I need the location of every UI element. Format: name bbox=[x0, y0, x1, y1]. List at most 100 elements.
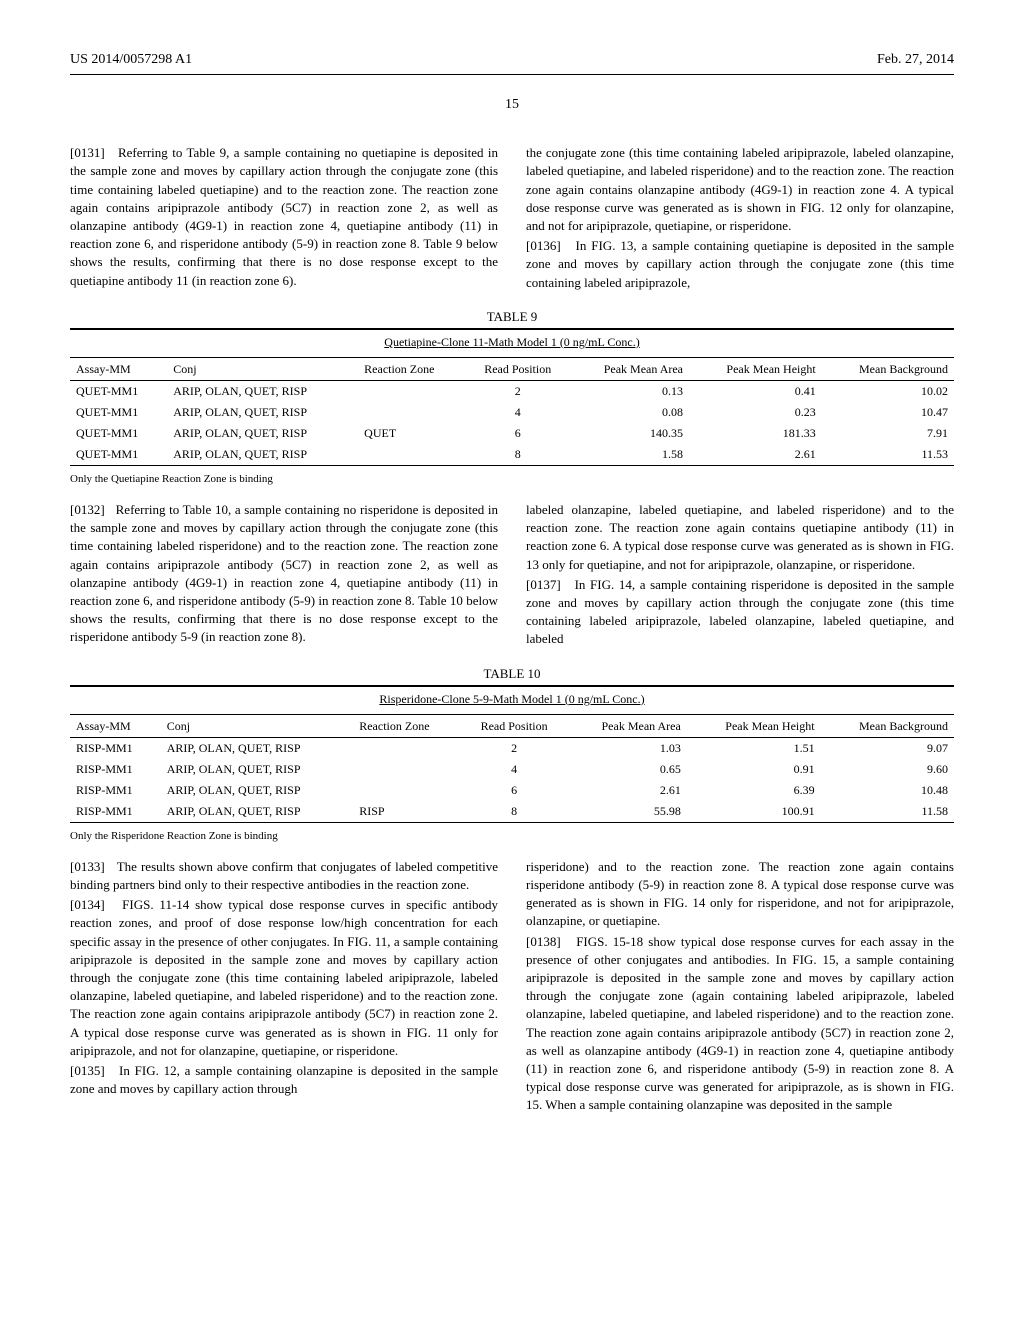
col-rz: Reaction Zone bbox=[353, 714, 462, 738]
text-block-1: [0131] Referring to Table 9, a sample co… bbox=[70, 144, 954, 294]
table-cell: 2 bbox=[462, 738, 566, 759]
para-0134: [0134] FIGS. 11-14 show typical dose res… bbox=[70, 896, 498, 1060]
col-pma: Peak Mean Area bbox=[566, 714, 687, 738]
table-row: RISP-MM1ARIP, OLAN, QUET, RISP 21.031.519… bbox=[70, 738, 954, 759]
text-block-3: [0133] The results shown above confirm t… bbox=[70, 858, 954, 1117]
col-rp: Read Position bbox=[466, 357, 569, 381]
table-cell: 181.33 bbox=[689, 423, 822, 444]
table-cell: 4 bbox=[466, 402, 569, 423]
col-right-1: the conjugate zone (this time containing… bbox=[526, 144, 954, 294]
table-cell: 9.07 bbox=[821, 738, 954, 759]
table-cell: 1.58 bbox=[569, 444, 689, 465]
col-pmh: Peak Mean Height bbox=[687, 714, 821, 738]
table-cell: RISP bbox=[353, 801, 462, 822]
table-cell bbox=[358, 444, 466, 465]
table-cell: QUET-MM1 bbox=[70, 402, 167, 423]
table-10-title: Risperidone-Clone 5-9-Math Model 1 (0 ng… bbox=[70, 691, 954, 708]
col-conj: Conj bbox=[161, 714, 354, 738]
col-rz: Reaction Zone bbox=[358, 357, 466, 381]
table-cell: 11.58 bbox=[821, 801, 954, 822]
table-cell: 0.08 bbox=[569, 402, 689, 423]
col-assay: Assay-MM bbox=[70, 357, 167, 381]
table-10-container: TABLE 10 Risperidone-Clone 5-9-Math Mode… bbox=[70, 665, 954, 844]
table-9-container: TABLE 9 Quetiapine-Clone 11-Math Model 1… bbox=[70, 308, 954, 487]
table-cell: 100.91 bbox=[687, 801, 821, 822]
table-row: QUET-MM1ARIP, OLAN, QUET, RISPQUET6140.3… bbox=[70, 423, 954, 444]
col-mb: Mean Background bbox=[821, 714, 954, 738]
table-cell: ARIP, OLAN, QUET, RISP bbox=[161, 780, 354, 801]
table-cell: RISP-MM1 bbox=[70, 759, 161, 780]
table-cell: 8 bbox=[462, 801, 566, 822]
table-cell: 0.23 bbox=[689, 402, 822, 423]
table-cell: 1.03 bbox=[566, 738, 687, 759]
table-10-label: TABLE 10 bbox=[70, 665, 954, 683]
para-0135: [0135] In FIG. 12, a sample containing o… bbox=[70, 1062, 498, 1098]
table-cell bbox=[353, 780, 462, 801]
table-9: Assay-MM Conj Reaction Zone Read Positio… bbox=[70, 357, 954, 466]
table-cell: 10.47 bbox=[822, 402, 954, 423]
table-cell: 6 bbox=[462, 780, 566, 801]
para-0132: [0132] Referring to Table 10, a sample c… bbox=[70, 501, 498, 647]
table-cell: 0.13 bbox=[569, 381, 689, 402]
para-0131: [0131] Referring to Table 9, a sample co… bbox=[70, 144, 498, 290]
table-cell: 11.53 bbox=[822, 444, 954, 465]
table-cell: 55.98 bbox=[566, 801, 687, 822]
col-pmh: Peak Mean Height bbox=[689, 357, 822, 381]
table-cell bbox=[358, 381, 466, 402]
table-cell: ARIP, OLAN, QUET, RISP bbox=[161, 801, 354, 822]
table-10-note: Only the Risperidone Reaction Zone is bi… bbox=[70, 829, 954, 844]
table-cell: 2.61 bbox=[566, 780, 687, 801]
table-cell: 9.60 bbox=[821, 759, 954, 780]
table-cell: QUET-MM1 bbox=[70, 381, 167, 402]
pub-date: Feb. 27, 2014 bbox=[877, 50, 954, 70]
table-row: QUET-MM1ARIP, OLAN, QUET, RISP81.582.611… bbox=[70, 444, 954, 465]
col-assay: Assay-MM bbox=[70, 714, 161, 738]
col-pma: Peak Mean Area bbox=[569, 357, 689, 381]
table-cell: 0.91 bbox=[687, 759, 821, 780]
table-cell: 10.48 bbox=[821, 780, 954, 801]
table-cell: 10.02 bbox=[822, 381, 954, 402]
table-cell: 0.65 bbox=[566, 759, 687, 780]
col-left-2: [0132] Referring to Table 10, a sample c… bbox=[70, 501, 498, 651]
page-header: US 2014/0057298 A1 Feb. 27, 2014 bbox=[70, 50, 954, 75]
table-row: RISP-MM1ARIP, OLAN, QUET, RISPRISP855.98… bbox=[70, 801, 954, 822]
table-cell: 6 bbox=[466, 423, 569, 444]
para-0136: [0136] In FIG. 13, a sample containing q… bbox=[526, 237, 954, 292]
col-left-1: [0131] Referring to Table 9, a sample co… bbox=[70, 144, 498, 294]
table-cell: 2.61 bbox=[689, 444, 822, 465]
text-block-2: [0132] Referring to Table 10, a sample c… bbox=[70, 501, 954, 651]
table-cell bbox=[353, 759, 462, 780]
table-cell: RISP-MM1 bbox=[70, 738, 161, 759]
table-9-title: Quetiapine-Clone 11-Math Model 1 (0 ng/m… bbox=[70, 334, 954, 351]
table-cell: ARIP, OLAN, QUET, RISP bbox=[161, 738, 354, 759]
table-cell: QUET-MM1 bbox=[70, 423, 167, 444]
table-9-label: TABLE 9 bbox=[70, 308, 954, 326]
para-0138: [0138] FIGS. 15-18 show typical dose res… bbox=[526, 933, 954, 1115]
table-row: RISP-MM1ARIP, OLAN, QUET, RISP40.650.919… bbox=[70, 759, 954, 780]
table-cell: RISP-MM1 bbox=[70, 780, 161, 801]
table-cell: 0.41 bbox=[689, 381, 822, 402]
page-number: 15 bbox=[70, 95, 954, 115]
table-row: RISP-MM1ARIP, OLAN, QUET, RISP62.616.391… bbox=[70, 780, 954, 801]
table-cell: ARIP, OLAN, QUET, RISP bbox=[167, 444, 358, 465]
pub-number: US 2014/0057298 A1 bbox=[70, 50, 192, 70]
table-cell: 1.51 bbox=[687, 738, 821, 759]
para-0137: [0137] In FIG. 14, a sample containing r… bbox=[526, 576, 954, 649]
col-conj: Conj bbox=[167, 357, 358, 381]
table-cell bbox=[358, 402, 466, 423]
table-cell: RISP-MM1 bbox=[70, 801, 161, 822]
table-cell: 2 bbox=[466, 381, 569, 402]
table-cell: ARIP, OLAN, QUET, RISP bbox=[167, 423, 358, 444]
table-row: QUET-MM1ARIP, OLAN, QUET, RISP40.080.231… bbox=[70, 402, 954, 423]
table-cell: QUET-MM1 bbox=[70, 444, 167, 465]
table-cell: 7.91 bbox=[822, 423, 954, 444]
para-cont-1: the conjugate zone (this time containing… bbox=[526, 144, 954, 235]
table-cell: 140.35 bbox=[569, 423, 689, 444]
col-mb: Mean Background bbox=[822, 357, 954, 381]
col-right-2: labeled olanzapine, labeled quetiapine, … bbox=[526, 501, 954, 651]
para-cont-3: risperidone) and to the reaction zone. T… bbox=[526, 858, 954, 931]
table-cell: ARIP, OLAN, QUET, RISP bbox=[161, 759, 354, 780]
table-9-note: Only the Quetiapine Reaction Zone is bin… bbox=[70, 472, 954, 487]
para-cont-2: labeled olanzapine, labeled quetiapine, … bbox=[526, 501, 954, 574]
col-rp: Read Position bbox=[462, 714, 566, 738]
